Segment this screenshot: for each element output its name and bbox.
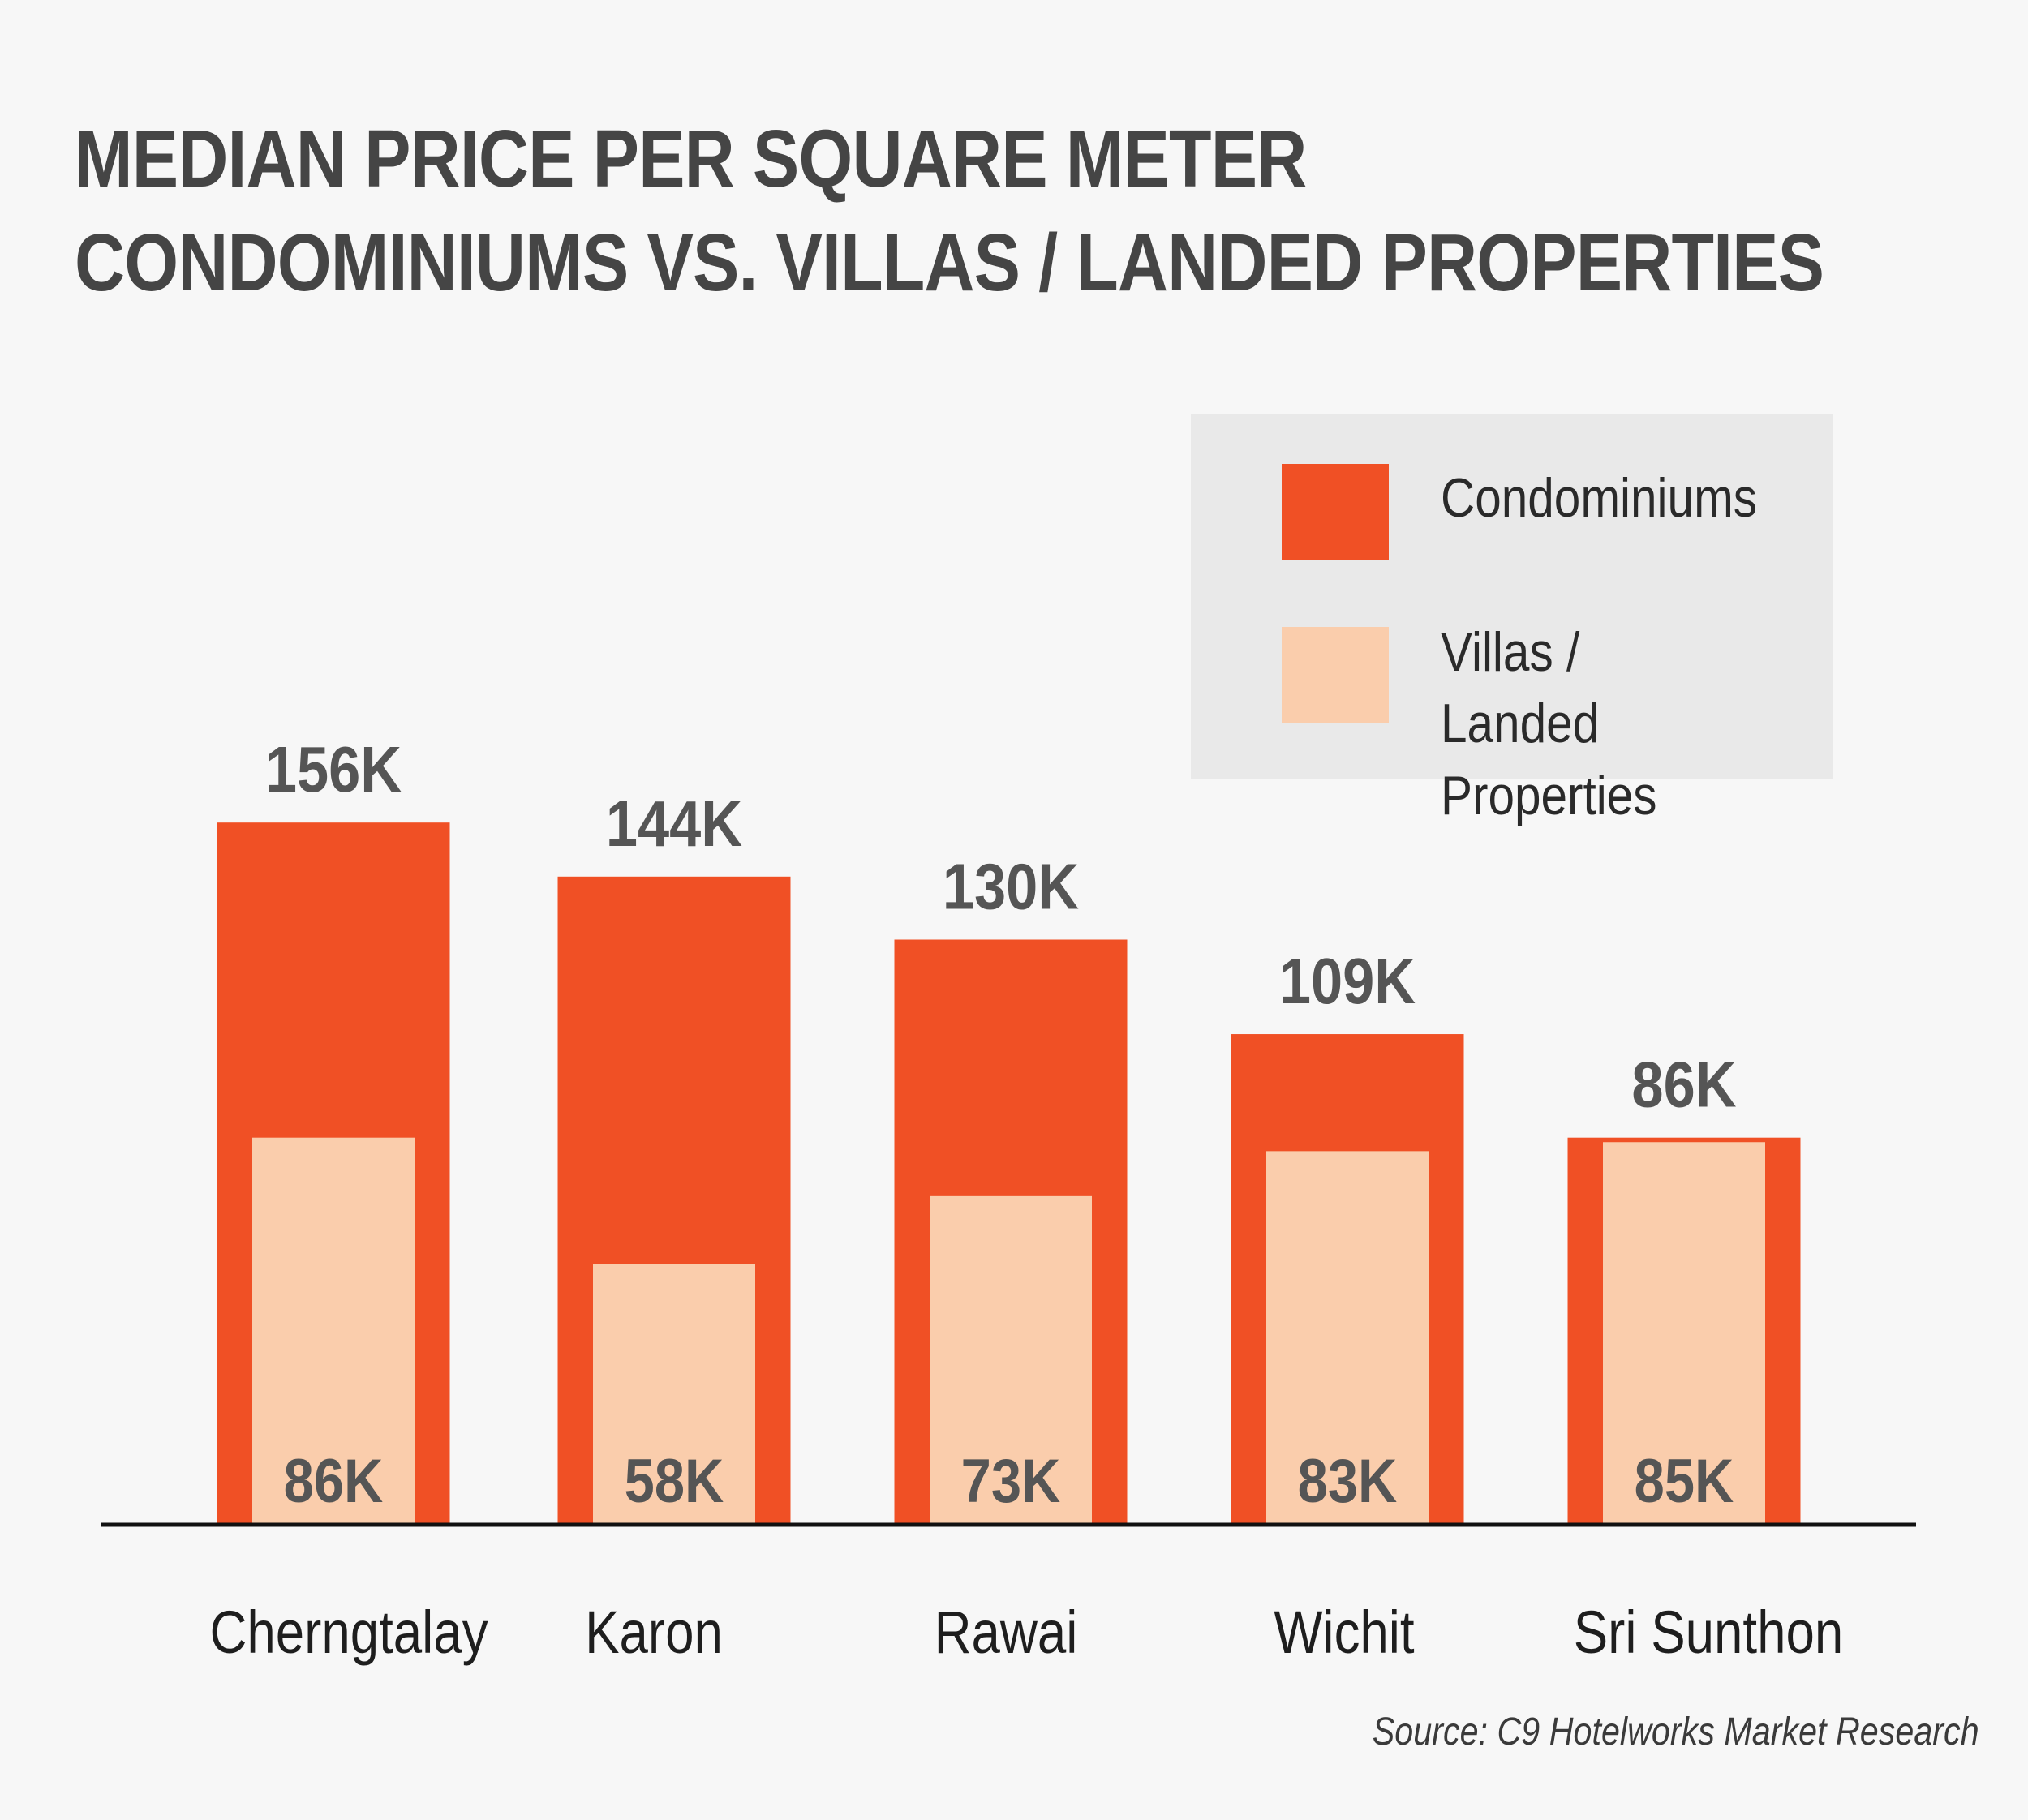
label-condominiums-value: 109K	[1279, 945, 1416, 1017]
label-villas-value: 83K	[1298, 1447, 1398, 1516]
source-note: Source: C9 Hotelworks Market Research	[1373, 1711, 1979, 1753]
legend-swatch-villas	[1282, 627, 1389, 723]
bars-layer	[217, 822, 1801, 1525]
label-condominiums-value: 130K	[943, 850, 1079, 922]
chart-title-line-2: CONDOMINIUMS VS. VILLAS / LANDED PROPERT…	[75, 217, 1824, 308]
bar-villas-rawai	[930, 1195, 1092, 1525]
label-villas-value: 73K	[961, 1447, 1061, 1516]
category-label: Wichit	[1274, 1599, 1414, 1667]
legend-label-villas: Villas / Landed Properties	[1441, 621, 1657, 826]
labels-layer: 156K 86K Cherngtalay 144K 58K Karon 130K 73K Raw…	[209, 733, 1843, 1666]
chart-legend: Condominiums Villas / Landed Properties	[1191, 414, 1833, 826]
bar-villas-wichit	[1266, 1151, 1429, 1525]
bar-villas-sri-sunthon	[1603, 1142, 1765, 1525]
bar-villas-cherngtalay	[252, 1137, 415, 1525]
label-villas-value: 58K	[625, 1447, 724, 1516]
chart-title-line-1: MEDIAN PRICE PER SQUARE METER	[75, 114, 1307, 204]
category-label: Cherngtalay	[209, 1599, 488, 1667]
category-label: Karon	[585, 1599, 723, 1667]
category-label: Sri Sunthon	[1574, 1599, 1843, 1667]
category-label: Rawai	[935, 1599, 1078, 1667]
bar-villas-karon	[593, 1264, 755, 1525]
label-condominiums-value: 156K	[265, 733, 402, 805]
label-condominiums-value: 86K	[1631, 1049, 1736, 1121]
label-villas-value: 86K	[284, 1447, 384, 1516]
label-villas-value: 85K	[1635, 1447, 1734, 1516]
legend-label-condominiums: Condominiums	[1441, 467, 1758, 529]
legend-swatch-condominiums	[1282, 464, 1389, 560]
label-condominiums-value: 144K	[606, 788, 742, 860]
